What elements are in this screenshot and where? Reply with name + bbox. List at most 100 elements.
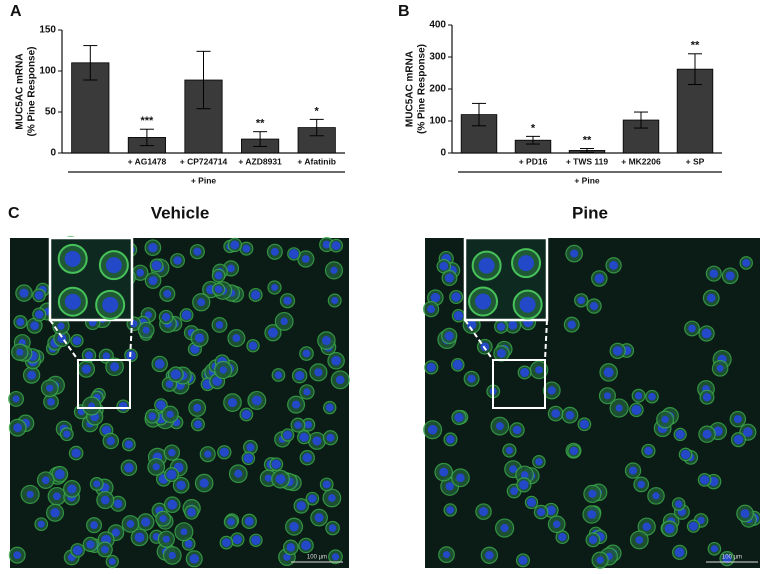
nucleus [193,247,202,256]
nucleus [322,240,331,249]
nucleus [90,521,98,530]
nucleus [108,558,116,566]
nucleus [674,547,685,558]
nucleus [246,443,255,452]
nucleus [596,556,604,564]
nucleus [314,368,323,377]
nucleus [189,554,199,564]
nucleus [283,430,293,440]
nucleus [30,321,39,330]
nucleus [275,474,286,485]
nucleus [106,436,115,446]
nucleus [13,423,23,433]
nucleus [190,344,200,354]
nucleus [612,346,623,356]
zoom-line [464,319,494,361]
nucleus [590,302,599,311]
nucleus [16,348,24,356]
nucleus [439,261,449,271]
nucleus [535,366,543,374]
nucleus [199,478,209,488]
nucleus [173,256,182,265]
nucleus [467,374,476,383]
nucleus [296,501,306,511]
nucleus [194,333,205,343]
nucleus [86,540,95,549]
y-axis-label: (% Pine Response) [27,46,38,136]
nucleus [558,532,567,542]
nucleus [283,553,291,561]
nucleus [674,500,683,508]
nucleus [603,367,614,378]
significance: ** [256,118,265,130]
panel-label: A [10,3,22,20]
nucleus [64,293,81,310]
nucleus [286,543,296,552]
nucleus [214,285,223,294]
nucleus [330,266,338,274]
nucleus [478,257,495,274]
nucleus [136,268,145,277]
nucleus [34,290,44,300]
nucleus [519,296,536,313]
nucleus [312,436,322,446]
nucleus [335,375,345,385]
nucleus [301,255,310,263]
nucleus [193,420,203,429]
nucleus [661,415,669,424]
error-bar [580,148,594,153]
nucleus [242,244,251,253]
nucleus [331,241,341,251]
nucleus [111,528,120,537]
nucleus [81,364,91,374]
y-tick-label: 100 [39,66,56,77]
nucleus [168,551,176,560]
nucleus [50,508,60,518]
x-tick-label: + CP724714 [180,156,228,166]
y-axis-label: MUC5AC mRNA [405,51,416,127]
nucleus [291,400,301,409]
nucleus [430,292,441,303]
nucleus [519,480,529,490]
nucleus [215,321,224,329]
x-tick-label: + MK2206 [621,156,661,166]
nucleus [706,293,716,303]
scale-label: 100 µm [307,555,327,561]
nucleus [570,249,579,258]
nucleus [615,404,623,412]
nucleus [321,336,331,346]
nucleus [733,434,744,445]
nucleus [167,499,178,510]
micrograph: 100 µm [422,236,760,569]
nucleus [742,258,751,267]
nucleus [689,521,698,531]
nucleus [445,482,454,491]
nucleus [680,449,691,460]
nucleus [288,249,299,259]
nucleus [227,398,237,408]
y-tick-label: 300 [429,52,446,63]
image-title: Pine [572,203,608,222]
nucleus [508,320,518,330]
error-bar [634,111,648,129]
nucleus [427,424,438,435]
nucleus [148,412,157,421]
nucleus [505,446,513,454]
nucleus [283,296,292,305]
nucleus [497,348,506,358]
zoom-box [492,359,546,409]
nucleus [452,359,463,370]
nucleus [54,469,65,480]
nucleus [126,520,135,528]
nucleus [426,362,436,373]
y-tick-label: 50 [45,107,57,118]
nucleus [101,545,109,554]
nucleus [264,474,273,482]
nucleus [479,507,488,517]
nucleus [168,448,176,457]
nucleus [299,432,309,442]
nucleus [166,469,177,480]
nucleus [526,497,537,508]
nucleus [603,392,611,400]
nucleus [71,448,81,458]
